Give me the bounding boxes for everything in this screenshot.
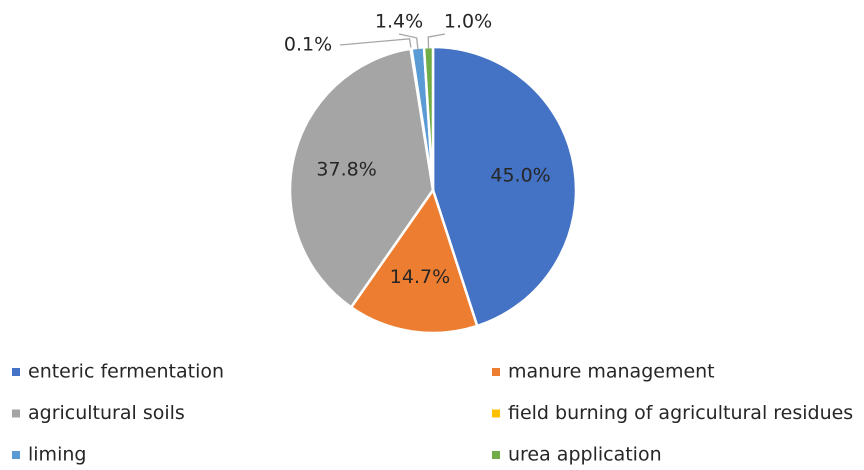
data-label: 37.8% bbox=[316, 159, 376, 181]
leader-line bbox=[427, 33, 446, 50]
legend-label: agricultural soils bbox=[28, 402, 185, 424]
legend-label: field burning of agricultural residues bbox=[508, 402, 853, 424]
leader-line bbox=[339, 38, 413, 51]
leader-line bbox=[398, 33, 419, 50]
legend-label: enteric fermentation bbox=[28, 361, 224, 383]
legend-swatch bbox=[492, 451, 500, 459]
legend-swatch bbox=[12, 409, 20, 418]
data-label: 14.7% bbox=[390, 266, 450, 288]
pie-slice bbox=[349, 187, 479, 335]
legend-swatch bbox=[12, 368, 20, 376]
data-label: 1.0% bbox=[444, 11, 492, 33]
legend-swatch bbox=[492, 368, 500, 376]
legend-label: manure management bbox=[508, 361, 715, 383]
data-label: 45.0% bbox=[490, 165, 550, 187]
data-label: 1.4% bbox=[375, 11, 423, 33]
legend-label: liming bbox=[28, 444, 86, 466]
legend-swatch bbox=[12, 451, 20, 459]
legend-label: urea application bbox=[508, 444, 662, 466]
data-label: 0.1% bbox=[284, 34, 332, 56]
legend-swatch bbox=[492, 409, 500, 418]
pie-slice bbox=[431, 45, 578, 328]
pie-slice bbox=[288, 47, 435, 309]
